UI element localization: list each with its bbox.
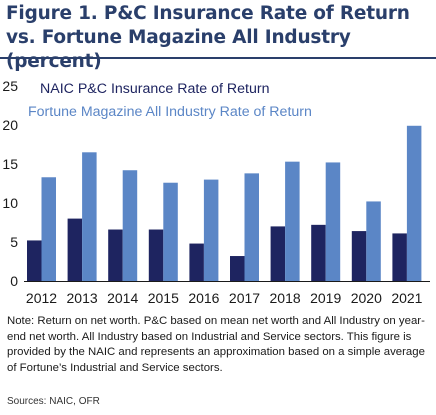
bar-naic-2019: [311, 224, 326, 281]
bar-fortune-2014: [122, 170, 138, 281]
y-tick-label: 25: [2, 78, 18, 94]
y-axis-ticks: 0 5 10 15 20 25: [2, 78, 18, 289]
bar-naic-2012: [27, 240, 42, 281]
y-tick-label: 10: [2, 195, 18, 211]
x-tick-label: 2016: [188, 290, 219, 306]
chart-legend: NAIC P&C Insurance Rate of Return Fortune…: [28, 81, 312, 120]
bar-fortune-2016: [203, 179, 219, 281]
bar-naic-2018: [270, 226, 286, 281]
x-tick-label: 2018: [270, 290, 301, 306]
chart-svg: NAIC P&C Insurance Rate of Return Fortune…: [2, 78, 430, 306]
bar-series: [27, 125, 422, 281]
figure-title: Figure 1. P&C Insurance Rate of Return v…: [6, 3, 410, 72]
x-axis-ticks: 2012 2013 2014 2015 2016 2017 2018 2019 2020 2021: [26, 290, 423, 306]
y-tick-label: 20: [2, 117, 18, 133]
x-tick-label: 2014: [107, 290, 138, 306]
bar-naic-2013: [67, 218, 83, 281]
x-tick-label: 2017: [229, 290, 260, 306]
bar-naic-2014: [108, 229, 123, 281]
bar-fortune-2015: [163, 182, 178, 281]
bar-fortune-2013: [82, 152, 97, 281]
x-tick-label: 2015: [148, 290, 179, 306]
bar-chart: NAIC P&C Insurance Rate of Return Fortune…: [0, 66, 436, 310]
bar-naic-2021: [392, 233, 407, 281]
bar-fortune-2012: [41, 177, 56, 281]
bar-fortune-2021: [406, 125, 422, 281]
bar-naic-2017: [230, 256, 245, 281]
legend-entry: Fortune Magazine All Industry Rate of Re…: [28, 104, 312, 120]
bar-naic-2015: [148, 229, 164, 281]
y-tick-label: 0: [10, 273, 18, 289]
y-tick-label: 5: [10, 234, 18, 250]
x-tick-label: 2013: [67, 290, 98, 306]
bar-naic-2020: [351, 231, 367, 281]
x-tick-label: 2021: [391, 290, 422, 306]
x-tick-label: 2012: [26, 290, 57, 306]
title-divider: [0, 57, 436, 59]
x-tick-label: 2019: [310, 290, 341, 306]
bar-fortune-2019: [325, 162, 341, 281]
figure-note: Note: Return on net worth. P&C based on …: [7, 315, 425, 374]
bar-fortune-2020: [366, 201, 381, 281]
bar-naic-2016: [189, 243, 204, 281]
bar-fortune-2017: [244, 173, 259, 281]
y-tick-label: 15: [2, 156, 18, 172]
x-tick-label: 2020: [351, 290, 382, 306]
bar-fortune-2018: [285, 161, 300, 281]
figure-sources: Sources: NAIC, OFR: [7, 396, 100, 407]
legend-entry: NAIC P&C Insurance Rate of Return: [40, 81, 269, 97]
